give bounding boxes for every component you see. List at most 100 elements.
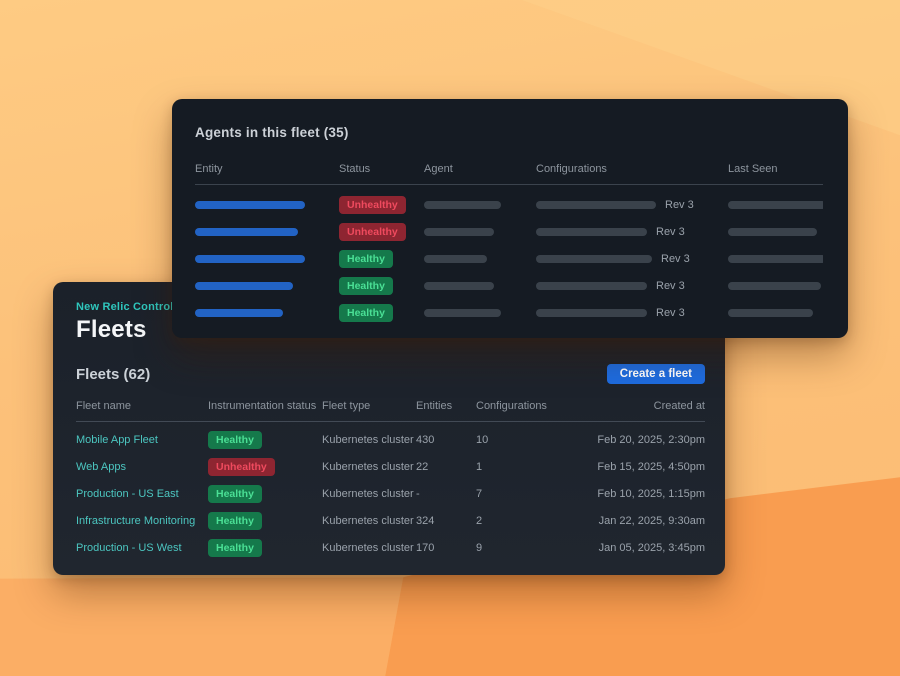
column-header-fleet-name: Fleet name <box>76 400 132 412</box>
status-cell: Healthy <box>339 303 424 322</box>
agent-skeleton-bar <box>424 200 501 209</box>
column-header-configurations: Configurations <box>536 163 607 175</box>
created-at-cell: Feb 10, 2025, 1:15pm <box>597 487 705 500</box>
configurations-cell: Rev 3 <box>536 253 728 265</box>
created-at-cell: Jan 05, 2025, 3:45pm <box>598 541 705 554</box>
last-seen-cell <box>728 280 823 292</box>
configurations-cell: 7 <box>476 487 483 500</box>
entities-cell: 170 <box>416 541 435 554</box>
entities-cell: - <box>416 487 420 500</box>
column-header-configurations: Configurations <box>476 400 547 412</box>
fleets-table-header: Fleet name Instrumentation status Fleet ty… <box>76 398 705 422</box>
fleet-type-cell: Kubernetes cluster <box>322 514 414 527</box>
last-seen-cell <box>728 199 823 211</box>
table-row: Unhealthy Rev 3 <box>195 218 823 245</box>
column-header-instrumentation-status: Instrumentation status <box>208 400 317 412</box>
breadcrumb-new-relic-control[interactable]: New Relic Control <box>76 301 174 313</box>
page-title: Fleets <box>76 316 147 343</box>
created-at-cell: Jan 22, 2025, 9:30am <box>598 514 705 527</box>
table-row: Production - US West Healthy Kubernetes cl… <box>76 534 705 561</box>
entities-cell: 324 <box>416 514 435 527</box>
status-badge: Healthy <box>208 430 262 449</box>
status-cell: Healthy <box>339 276 424 295</box>
column-header-entity: Entity <box>195 163 223 175</box>
entities-cell: 430 <box>416 433 435 446</box>
configurations-cell: Rev 3 <box>536 226 728 238</box>
fleet-type-cell: Kubernetes cluster <box>322 487 414 500</box>
fleet-name-link[interactable]: Production - US East <box>76 487 179 500</box>
configuration-skeleton-bar <box>536 254 652 263</box>
agent-skeleton-bar <box>424 227 494 236</box>
revision-label: Rev 3 <box>656 306 685 319</box>
agent-cell <box>424 280 536 292</box>
entity-cell <box>195 307 339 319</box>
status-badge: Unhealthy <box>339 195 406 214</box>
fleet-name-link[interactable]: Production - US West <box>76 541 182 554</box>
last-seen-skeleton-bar <box>728 308 813 317</box>
status-badge: Unhealthy <box>208 457 275 476</box>
instrumentation-status-cell: Healthy <box>208 430 322 449</box>
create-fleet-button[interactable]: Create a fleet <box>606 364 705 384</box>
agents-table-body: Unhealthy Rev 3 Unhealthy Rev 3 Healthy Rev 3… <box>195 185 823 326</box>
fleet-type-cell: Kubernetes cluster <box>322 433 414 446</box>
status-badge: Healthy <box>208 511 262 530</box>
last-seen-skeleton-bar <box>728 281 821 290</box>
column-header-agent: Agent <box>424 163 453 175</box>
instrumentation-status-cell: Healthy <box>208 484 322 503</box>
table-row: Healthy Rev 3 <box>195 245 823 272</box>
configurations-cell: 2 <box>476 514 483 527</box>
revision-label: Rev 3 <box>665 198 694 211</box>
table-row: Infrastructure Monitoring Healthy Kubernet… <box>76 507 705 534</box>
configurations-cell: 10 <box>476 433 489 446</box>
agent-cell <box>424 226 536 238</box>
fleet-name-link[interactable]: Mobile App Fleet <box>76 433 158 446</box>
configurations-cell: Rev 3 <box>536 280 728 292</box>
entity-cell <box>195 226 339 238</box>
fleet-type-cell: Kubernetes cluster <box>322 541 414 554</box>
entity-cell <box>195 280 339 292</box>
status-badge: Healthy <box>208 484 262 503</box>
status-badge: Healthy <box>339 276 393 295</box>
entity-skeleton-bar <box>195 227 298 236</box>
instrumentation-status-cell: Unhealthy <box>208 457 322 476</box>
last-seen-cell <box>728 226 823 238</box>
agents-panel-title: Agents in this fleet (35) <box>195 125 349 140</box>
agents-table-header: Entity Status Agent Configurations Last Seen <box>195 161 823 185</box>
created-at-cell: Feb 15, 2025, 4:50pm <box>597 460 705 473</box>
status-badge: Healthy <box>339 249 393 268</box>
agent-skeleton-bar <box>424 308 501 317</box>
fleet-name-link[interactable]: Web Apps <box>76 460 126 473</box>
configurations-cell: Rev 3 <box>536 199 728 211</box>
configurations-cell: 9 <box>476 541 483 554</box>
last-seen-cell <box>728 307 823 319</box>
agent-cell <box>424 199 536 211</box>
status-badge: Unhealthy <box>339 222 406 241</box>
status-cell: Unhealthy <box>339 222 424 241</box>
fleet-name-link[interactable]: Infrastructure Monitoring <box>76 514 196 527</box>
column-header-fleet-type: Fleet type <box>322 400 371 412</box>
fleets-count-title: Fleets (62) <box>76 365 151 383</box>
status-badge: Healthy <box>339 303 393 322</box>
revision-label: Rev 3 <box>661 252 690 265</box>
configuration-skeleton-bar <box>536 200 656 209</box>
last-seen-cell <box>728 253 823 265</box>
configuration-skeleton-bar <box>536 227 647 236</box>
agents-panel: Agents in this fleet (35) Entity Status Ag… <box>172 99 848 338</box>
fleets-table-body: Mobile App Fleet Healthy Kubernetes cluste… <box>76 422 705 561</box>
column-header-last-seen: Last Seen <box>728 163 778 175</box>
last-seen-skeleton-bar <box>728 200 823 209</box>
table-row: Mobile App Fleet Healthy Kubernetes cluste… <box>76 426 705 453</box>
entities-cell: 22 <box>416 460 429 473</box>
table-row: Healthy Rev 3 <box>195 299 823 326</box>
agent-cell <box>424 253 536 265</box>
entity-skeleton-bar <box>195 281 293 290</box>
column-header-created-at: Created at <box>653 400 705 412</box>
configurations-cell: 1 <box>476 460 483 473</box>
instrumentation-status-cell: Healthy <box>208 538 322 557</box>
created-at-cell: Feb 20, 2025, 2:30pm <box>597 433 705 446</box>
entity-skeleton-bar <box>195 200 305 209</box>
agent-cell <box>424 307 536 319</box>
table-row: Unhealthy Rev 3 <box>195 191 823 218</box>
entity-cell <box>195 199 339 211</box>
table-row: Web Apps Unhealthy Kubernetes cluster 22 1 Fe… <box>76 453 705 480</box>
